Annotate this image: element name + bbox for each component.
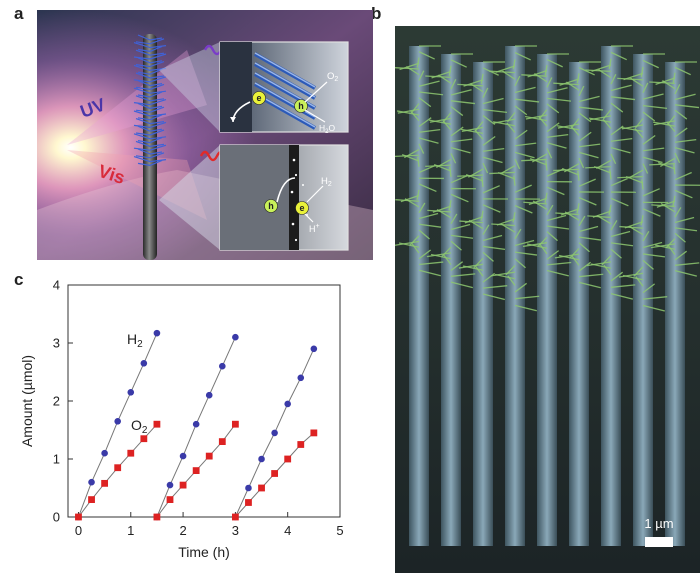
o2-data-point	[167, 496, 174, 503]
y-tick-label: 1	[53, 452, 60, 467]
h2-data-point	[127, 389, 134, 396]
x-axis-label: Time (h)	[178, 544, 230, 560]
o2-data-point	[245, 499, 252, 506]
o2-data-point	[284, 456, 291, 463]
o2-data-point	[114, 464, 121, 471]
o2-data-point	[154, 514, 161, 521]
nanowire-stem	[537, 54, 557, 546]
panel-a-letter: a	[14, 4, 23, 24]
o2-data-point	[75, 514, 82, 521]
h2-data-point	[271, 430, 278, 437]
o2-data-point	[88, 496, 95, 503]
series-label-h2: H2	[127, 331, 143, 350]
o2-data-point	[140, 435, 147, 442]
o2-data-point	[232, 514, 239, 521]
o2-data-point	[232, 421, 239, 428]
scale-bar-label: 1 µm	[644, 516, 673, 531]
plot-frame	[68, 285, 340, 517]
x-tick-label: 3	[232, 523, 239, 538]
nanowire-stems	[409, 46, 685, 546]
schematic-illustration: UV Vis e	[37, 10, 373, 260]
svg-text:e: e	[299, 203, 304, 213]
svg-text:h: h	[268, 201, 274, 211]
h2-data-point	[258, 456, 265, 463]
o2-data-point	[310, 430, 317, 437]
o2-data-point	[219, 438, 226, 445]
x-tick-label: 0	[75, 523, 82, 538]
sem-svg: 1 µm	[395, 26, 700, 573]
schematic-svg: UV Vis e	[37, 10, 373, 260]
x-tick-label: 1	[127, 523, 134, 538]
y-tick-label: 4	[53, 278, 60, 293]
nanowire-stem	[665, 62, 685, 546]
h2-data-point	[284, 401, 291, 408]
o2-data-point	[258, 485, 265, 492]
inset-bottom: h e H2 H+	[220, 145, 348, 250]
h2-data-point	[206, 392, 213, 399]
h2-data-point	[141, 360, 148, 367]
x-tick-label: 5	[336, 523, 343, 538]
y-axis-label: Amount (µmol)	[19, 355, 35, 447]
y-tick-label: 3	[53, 336, 60, 351]
o2-data-point	[193, 467, 200, 474]
nanowire-rod	[143, 34, 157, 260]
o2-data-point	[127, 450, 134, 457]
h2-data-point	[167, 482, 174, 489]
x-tick-label: 4	[284, 523, 291, 538]
h2-data-point	[154, 330, 161, 337]
y-tick-label: 2	[53, 394, 60, 409]
o2-data-point	[297, 441, 304, 448]
nanowire-stem	[441, 54, 461, 546]
inset-top: e h O2 H2O	[220, 42, 348, 135]
svg-text:e: e	[256, 93, 261, 103]
h2-data-point	[311, 346, 318, 353]
h2-data-point	[232, 334, 239, 341]
y-tick-label: 0	[53, 510, 60, 525]
o2-data-point	[206, 453, 213, 460]
svg-text:h: h	[298, 101, 304, 111]
h2-data-point	[297, 375, 304, 382]
h2-data-point	[88, 479, 95, 486]
x-tick-label: 2	[179, 523, 186, 538]
amount-vs-time-chart: 0 1 2 3 4 5 0 1 2 3 4 Time (h) Amount (µmol) H2 O…	[10, 275, 370, 573]
o2-data-point	[101, 480, 108, 487]
o2-data-point	[180, 482, 187, 489]
scale-bar	[645, 537, 673, 547]
h2-data-point	[114, 418, 121, 425]
o2-data-point	[271, 470, 278, 477]
h2-data-point	[101, 450, 108, 457]
h2-data-point	[193, 421, 200, 428]
h2-data-point	[219, 363, 226, 370]
series-label-o2: O2	[131, 417, 148, 436]
chart-svg: 0 1 2 3 4 5 0 1 2 3 4 Time (h) Amount (µmol) H2 O…	[10, 275, 370, 573]
h2-data-point	[245, 485, 252, 492]
sem-image: 1 µm	[395, 26, 700, 573]
o2-data-point	[154, 421, 161, 428]
nanowire-stem	[473, 62, 493, 546]
h2-data-point	[180, 453, 187, 460]
